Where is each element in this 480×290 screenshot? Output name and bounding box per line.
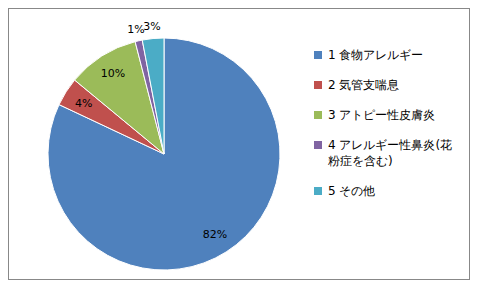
html-text:1 食物アレルギー: 1 食物アレルギー <box>328 48 424 62</box>
svg-text:10%: 10% <box>101 67 125 80</box>
svg-text:1%: 1% <box>127 23 144 36</box>
html-text:3 アトピー性皮膚炎: 3 アトピー性皮膚炎 <box>328 108 436 122</box>
svg-text:82%: 82% <box>203 228 227 241</box>
html-text:2 気管支喘息: 2 気管支喘息 <box>328 78 400 92</box>
svg-text:3%: 3% <box>143 20 160 33</box>
html-text:5 その他: 5 その他 <box>328 184 376 198</box>
svg-text:4%: 4% <box>75 97 92 110</box>
html-text:4 アレルギー性鼻炎(花粉症を含む): 4 アレルギー性鼻炎(花粉症を含む) <box>328 138 453 168</box>
